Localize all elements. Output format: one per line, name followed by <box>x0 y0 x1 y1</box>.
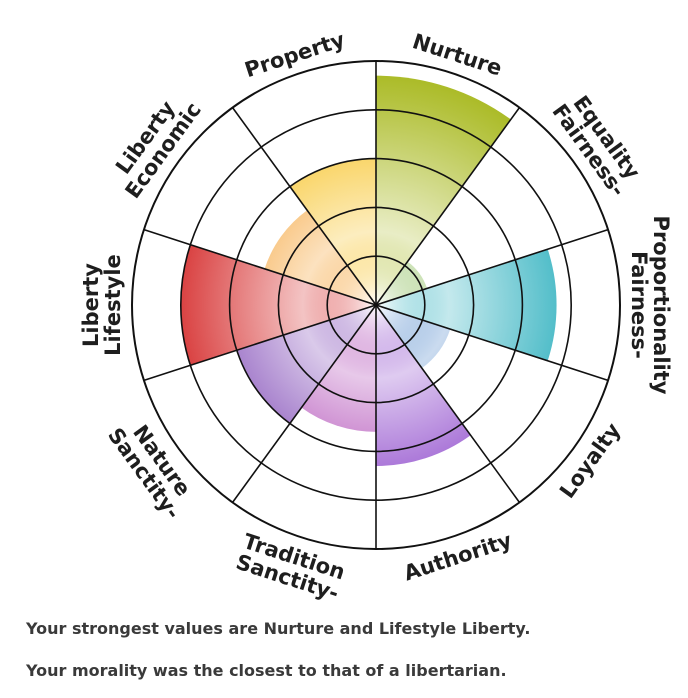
grid-spoke <box>231 107 377 306</box>
category-label-fairness-proportionality-line2: Proportionality <box>649 216 673 395</box>
grid-spoke <box>375 228 609 306</box>
wedge-property <box>289 158 376 305</box>
category-label-loyalty: Loyalty <box>555 418 625 502</box>
grid-spoke <box>375 304 609 382</box>
wedge-economic-liberty <box>264 210 376 305</box>
grid-spoke <box>143 228 377 306</box>
wedge-fairness-equality <box>376 261 428 305</box>
category-label-lifestyle-liberty-line2: Liberty <box>79 263 103 347</box>
morality-wheel-chart: Nurture Fairness- Equality Fairness- Proport… <box>79 27 673 600</box>
grid-spoke <box>231 304 377 503</box>
wheel-grid <box>131 60 621 550</box>
wedge-nurture <box>376 75 511 305</box>
wedge-sanctity-nature <box>236 305 376 424</box>
category-label-nurture: Nurture <box>410 29 505 80</box>
category-label-authority: Authority <box>401 528 515 586</box>
grid-spoke <box>375 107 521 306</box>
closest-morality-text: Your morality was the closest to that of… <box>26 661 507 680</box>
wedge-fairness-proportionality <box>376 249 557 361</box>
strongest-values-text: Your strongest values are Nurture and Li… <box>26 619 531 638</box>
category-label-fairness-proportionality-line1: Fairness- <box>627 251 651 359</box>
wedge-authority <box>376 305 471 467</box>
grid-spoke <box>375 304 521 503</box>
value-wedges <box>180 75 557 467</box>
grid-spoke <box>143 304 377 382</box>
morality-wheel-svg: NurtureFairness-EqualityFairness-Proport… <box>79 27 673 600</box>
category-label-lifestyle-liberty-line1: Lifestyle <box>101 254 125 356</box>
